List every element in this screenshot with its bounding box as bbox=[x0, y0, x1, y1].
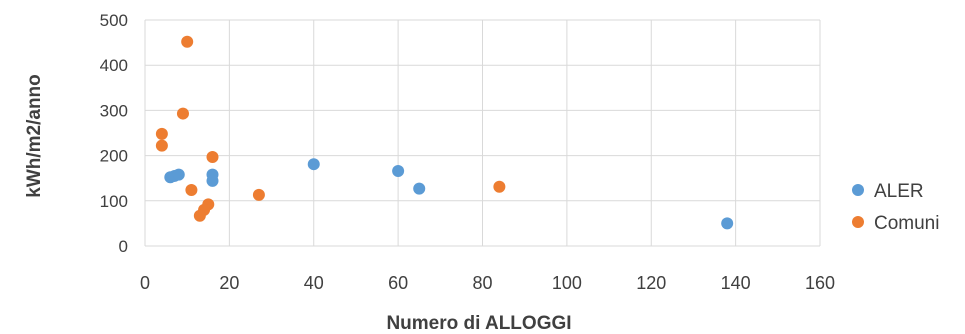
x-tick-label: 100 bbox=[552, 273, 582, 293]
data-point-comuni bbox=[206, 150, 219, 163]
data-point-aler bbox=[206, 174, 219, 187]
data-point-comuni bbox=[493, 180, 506, 193]
data-point-comuni bbox=[181, 35, 194, 48]
legend: ALER Comuni bbox=[852, 181, 939, 234]
data-point-comuni bbox=[252, 188, 265, 201]
x-tick-label: 40 bbox=[304, 273, 324, 293]
data-point-aler bbox=[392, 164, 405, 177]
gridlines bbox=[144, 19, 821, 247]
data-point-comuni bbox=[176, 107, 189, 120]
y-tick-label: 500 bbox=[100, 11, 128, 30]
legend-marker-aler bbox=[852, 184, 864, 196]
y-tick-label: 300 bbox=[100, 101, 128, 120]
x-tick-label: 80 bbox=[472, 273, 492, 293]
x-tick-label: 140 bbox=[721, 273, 751, 293]
x-tick-label: 120 bbox=[636, 273, 666, 293]
x-tick-label: 160 bbox=[805, 273, 835, 293]
x-tick-label: 0 bbox=[140, 273, 150, 293]
y-tick-label: 100 bbox=[100, 192, 128, 211]
y-tick-label: 0 bbox=[119, 237, 128, 256]
data-point-aler bbox=[721, 217, 734, 230]
data-point-comuni bbox=[155, 139, 168, 152]
data-point-comuni bbox=[193, 209, 206, 222]
y-axis-ticks: 0 100 200 300 400 500 bbox=[100, 11, 128, 256]
data-point-comuni bbox=[185, 183, 198, 196]
data-point-aler bbox=[413, 182, 426, 195]
y-axis-title: kWh/m2/anno bbox=[24, 74, 45, 198]
legend-label-aler: ALER bbox=[874, 181, 924, 202]
y-tick-label: 200 bbox=[100, 147, 128, 166]
x-axis-title: Numero di ALLOGGI bbox=[386, 313, 571, 334]
legend-label-comuni: Comuni bbox=[874, 213, 939, 234]
data-point-aler bbox=[307, 158, 320, 171]
y-tick-label: 400 bbox=[100, 56, 128, 75]
legend-marker-comuni bbox=[852, 216, 864, 228]
x-tick-label: 20 bbox=[219, 273, 239, 293]
data-points bbox=[155, 35, 734, 230]
x-axis-ticks: 0 20 40 60 80 100 120 140 160 bbox=[140, 273, 835, 293]
x-tick-label: 60 bbox=[388, 273, 408, 293]
data-point-comuni bbox=[155, 127, 168, 140]
data-point-aler bbox=[172, 168, 185, 181]
